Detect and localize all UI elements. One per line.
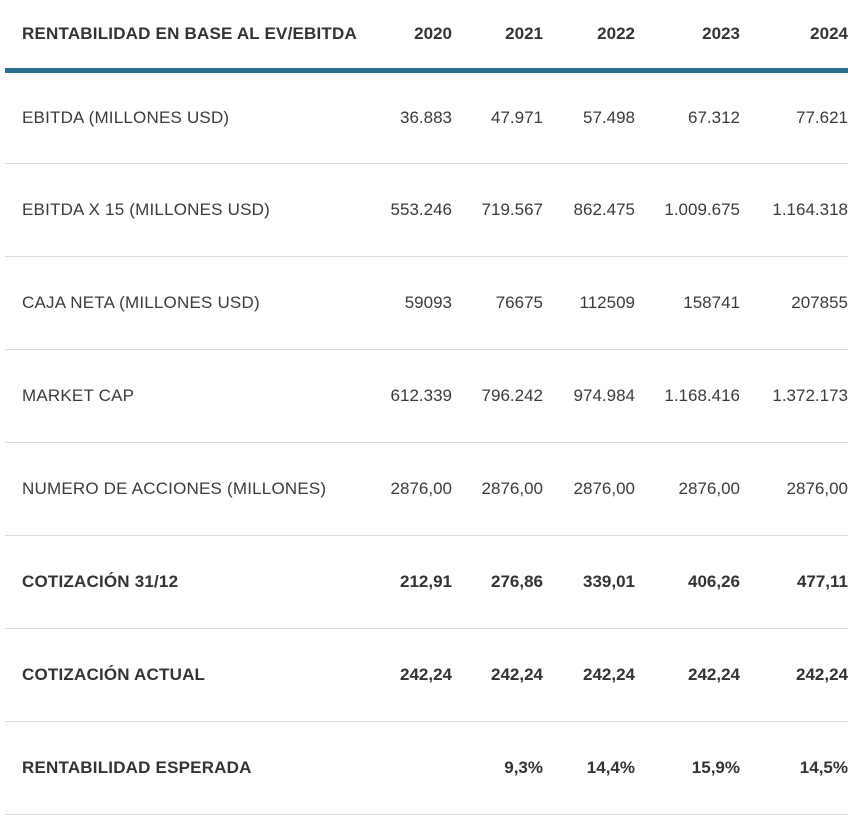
cell-value: 1.372.173 xyxy=(772,385,848,405)
cell-value: 2876,00 xyxy=(786,478,848,498)
cell-value: 207855 xyxy=(791,292,848,312)
cell-value: 112509 xyxy=(579,292,635,312)
cell-value: 2876,00 xyxy=(678,478,740,498)
row-label: COTIZACIÓN 31/12 xyxy=(22,571,179,591)
cell-value: 796.242 xyxy=(481,385,543,405)
cell-value: 719.567 xyxy=(481,199,543,219)
row-label: NUMERO DE ACCIONES (MILLONES) xyxy=(22,478,327,498)
cell-value: 9,3% xyxy=(504,757,543,777)
cell-value: 406,26 xyxy=(688,571,740,591)
row-label: CAJA NETA (MILLONES USD) xyxy=(22,292,260,312)
cell-value: 1.009.675 xyxy=(664,199,740,219)
cell-value: 242,24 xyxy=(688,664,740,684)
cell-value: 2876,00 xyxy=(390,478,452,498)
cell-value: 242,24 xyxy=(400,664,452,684)
cell-value: 57.498 xyxy=(583,107,635,127)
cell-value: 158741 xyxy=(683,292,740,312)
cell-value: 76675 xyxy=(495,292,543,312)
cell-value: 67.312 xyxy=(688,107,740,127)
cell-value: 1.164.318 xyxy=(772,199,848,219)
cell-value: 276,86 xyxy=(491,571,543,591)
cell-value: 77.621 xyxy=(796,107,848,127)
table-row: EBITDA X 15 (MILLONES USD) 553.246 719.567… xyxy=(5,163,848,256)
cell-value: 862.475 xyxy=(573,199,635,219)
row-label: EBITDA X 15 (MILLONES USD) xyxy=(22,199,270,219)
cell-value: 212,91 xyxy=(400,571,452,591)
cell-value: 612.339 xyxy=(390,385,452,405)
cell-value: 14,5% xyxy=(799,757,848,777)
cell-value: 242,24 xyxy=(583,664,635,684)
cell-value: 242,24 xyxy=(491,664,543,684)
cell-value: 47.971 xyxy=(491,107,543,127)
column-header-2022: 2022 xyxy=(543,0,635,73)
cell-value: 14,4% xyxy=(586,757,635,777)
table-row: COTIZACIÓN ACTUAL 242,24 242,24 242,24 242,2… xyxy=(5,628,848,721)
column-header-2023: 2023 xyxy=(635,0,740,73)
table-title: RENTABILIDAD EN BASE AL EV/EBITDA xyxy=(5,0,374,73)
table-body: EBITDA (MILLONES USD) 36.883 47.971 57.498 6… xyxy=(5,70,848,814)
cell-value: 974.984 xyxy=(573,385,635,405)
column-header-2020: 2020 xyxy=(374,0,452,73)
cell-value: 339,01 xyxy=(583,571,635,591)
row-label: COTIZACIÓN ACTUAL xyxy=(22,664,206,684)
table-row: CAJA NETA (MILLONES USD) 59093 76675 112509… xyxy=(5,256,848,349)
row-label: EBITDA (MILLONES USD) xyxy=(22,107,230,127)
row-label: MARKET CAP xyxy=(22,385,135,405)
cell-value: 59093 xyxy=(404,292,452,312)
cell-value: 553.246 xyxy=(390,199,452,219)
table-row: NUMERO DE ACCIONES (MILLONES) 2876,00 2876… xyxy=(5,442,848,535)
table-row: EBITDA (MILLONES USD) 36.883 47.971 57.498 6… xyxy=(5,70,848,163)
header-row: RENTABILIDAD EN BASE AL EV/EBITDA 2020 20… xyxy=(5,0,848,73)
cell-value: 242,24 xyxy=(796,664,848,684)
cell-value: 477,11 xyxy=(796,571,848,591)
cell-value: 36.883 xyxy=(400,107,452,127)
cell-value: 1.168.416 xyxy=(664,385,740,405)
column-header-2021: 2021 xyxy=(452,0,543,73)
table-row: COTIZACIÓN 31/12 212,91 276,86 339,01 406,26… xyxy=(5,535,848,628)
table-row: MARKET CAP 612.339 796.242 974.984 1.168.416… xyxy=(5,349,848,442)
cell-value xyxy=(374,721,452,814)
cell-value: 15,9% xyxy=(691,757,740,777)
cell-value: 2876,00 xyxy=(481,478,543,498)
data-table: RENTABILIDAD EN BASE AL EV/EBITDA 2020 20… xyxy=(5,0,848,815)
cell-value: 2876,00 xyxy=(573,478,635,498)
row-label: RENTABILIDAD ESPERADA xyxy=(22,757,252,777)
column-header-2024: 2024 xyxy=(740,0,848,73)
ev-ebitda-profitability-table: RENTABILIDAD EN BASE AL EV/EBITDA 2020 20… xyxy=(5,0,848,815)
table-row: RENTABILIDAD ESPERADA 9,3% 14,4% 15,9% 14,5% xyxy=(5,721,848,814)
